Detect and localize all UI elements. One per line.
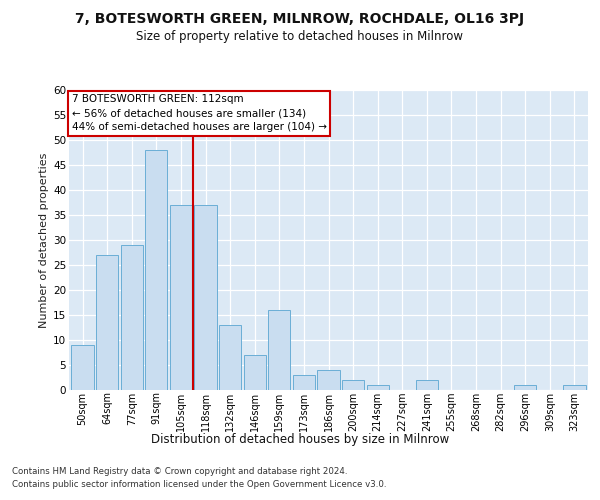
Bar [342,380,364,390]
Bar [268,310,290,390]
Text: Distribution of detached houses by size in Milnrow: Distribution of detached houses by size … [151,432,449,446]
Text: Size of property relative to detached houses in Milnrow: Size of property relative to detached ho… [137,30,464,43]
Y-axis label: Number of detached properties: Number of detached properties [39,152,49,328]
Bar [219,325,241,390]
Bar [145,150,167,390]
Bar [170,205,192,390]
Bar [514,385,536,390]
Bar [317,370,340,390]
Text: Contains public sector information licensed under the Open Government Licence v3: Contains public sector information licen… [12,480,386,489]
Text: 7 BOTESWORTH GREEN: 112sqm
← 56% of detached houses are smaller (134)
44% of sem: 7 BOTESWORTH GREEN: 112sqm ← 56% of deta… [71,94,326,132]
Text: Contains HM Land Registry data © Crown copyright and database right 2024.: Contains HM Land Registry data © Crown c… [12,468,347,476]
Bar [71,345,94,390]
Bar [293,375,315,390]
Bar [244,355,266,390]
Bar [121,245,143,390]
Text: 7, BOTESWORTH GREEN, MILNROW, ROCHDALE, OL16 3PJ: 7, BOTESWORTH GREEN, MILNROW, ROCHDALE, … [76,12,524,26]
Bar [194,205,217,390]
Bar [367,385,389,390]
Bar [563,385,586,390]
Bar [416,380,438,390]
Bar [96,255,118,390]
